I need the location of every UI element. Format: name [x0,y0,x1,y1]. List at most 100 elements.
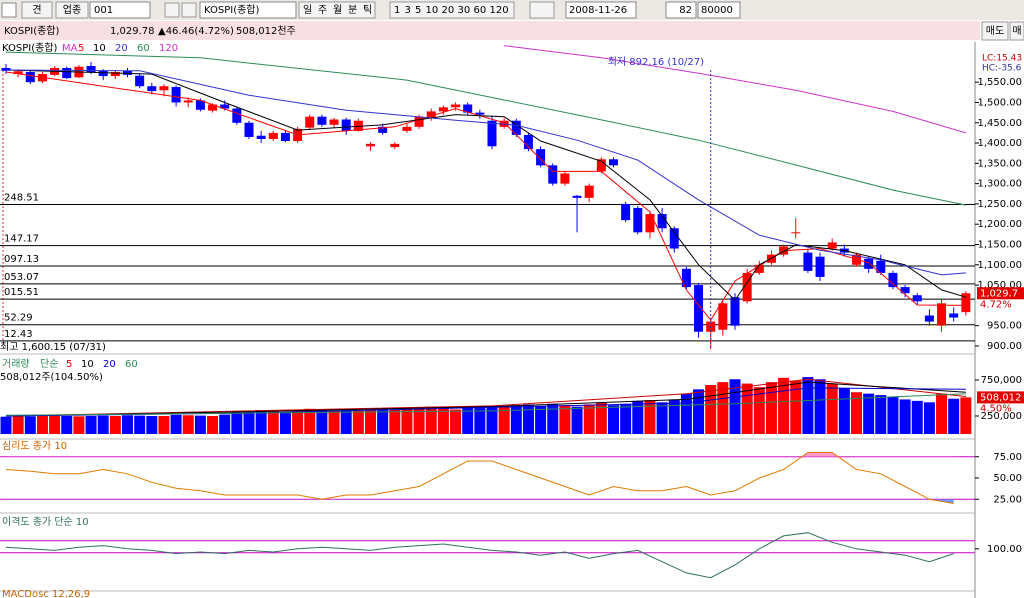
candle-body [609,159,618,166]
volume-bar [49,415,61,434]
candle-body [815,256,825,277]
candle-body [378,126,388,133]
y-tick-label: 25.00 [993,494,1022,505]
indicator-line [5,452,954,504]
interval-button[interactable]: 60 [474,5,487,16]
interval-button[interactable]: 10 [426,5,439,16]
ma-line [5,393,966,416]
code-input[interactable] [89,1,151,19]
volume-bar [231,412,243,434]
button[interactable] [21,1,53,19]
volume-bar [158,415,170,434]
candle-body [256,135,266,139]
candle-body [110,72,120,77]
volume-title: 거래량 [2,358,30,370]
search-icon[interactable] [164,2,180,18]
period-button[interactable]: 일 [303,4,312,16]
spinner[interactable] [529,1,555,19]
candle-body [888,272,898,288]
link-icon[interactable] [181,2,197,18]
candle-body [159,86,169,91]
current-value-label: 1,029.7 [980,288,1018,299]
candle-body [451,104,461,108]
interval-button[interactable]: 30 [458,5,471,16]
change-label: 4.50% [980,403,1012,414]
candle-body [475,112,485,115]
volume-bar [790,380,802,434]
sell-button[interactable] [981,21,1009,41]
candle-body [244,122,254,137]
volume-bar [668,399,680,434]
candle-body [208,104,218,111]
volume-subtitle: 508,012주(104.50%) [0,372,103,383]
volume-bar [498,406,510,434]
period-button[interactable]: 주 [318,5,327,16]
y-tick-label: 100.00 [987,544,1022,555]
volume-bar [401,408,413,434]
level-label: 12.43 [4,329,33,340]
volume-bar [61,415,73,434]
volume-bar [219,414,231,434]
candle-body [560,173,570,184]
macd-title: MACDosc 12,26,9 [2,589,90,598]
candle-body [195,100,205,110]
buy-button[interactable] [1009,21,1024,41]
y-tick-label: 1,050.00 [977,280,1022,291]
name-input[interactable] [199,1,297,19]
period-button[interactable]: 분 [348,4,357,16]
volume-bar [255,410,267,434]
y-tick-label: 75.00 [993,452,1022,463]
interval-button[interactable]: 120 [490,5,509,16]
volume-bar [304,408,316,434]
candle-body [694,285,704,332]
volume-bar [608,405,619,434]
volume-bar [656,402,668,434]
interval-button[interactable]: 1 [394,5,400,16]
volume-bar [948,398,960,434]
lc-value: LC:15.43 [982,54,1022,64]
volume-bar [194,415,206,434]
candle-body [924,315,934,322]
candle-body [657,214,667,229]
volume-bar [899,399,911,434]
ma-line [504,45,967,134]
current-value-box [977,287,1024,300]
psych-title: 심리도 종가 10 [2,440,67,452]
legend-entry: 20 [103,359,116,370]
volume-bar [24,416,36,434]
candle-body [13,71,23,75]
period-button[interactable]: 틱 [363,4,372,16]
volume-bar [680,393,692,434]
volume-bar [12,415,24,434]
candle-body [742,272,752,302]
info-price: 1,029.78 [110,26,155,37]
volume-bar [267,410,279,434]
menu-icon[interactable] [1,2,17,18]
interval-button[interactable]: 3 [405,5,411,16]
volume-bar [85,415,97,434]
volume-bar [729,379,741,434]
candle-body [949,313,959,318]
amount-input[interactable] [697,1,741,19]
date-input[interactable] [565,1,637,19]
interval-button[interactable]: 5 [415,5,421,16]
button[interactable] [55,1,89,19]
candle-body [402,126,412,131]
y-tick-label: 1,150.00 [977,239,1022,250]
name-value: KOSPI(종합) [204,4,260,16]
candle-body [426,111,436,118]
volume-bar [413,409,425,434]
low-label: 최저 892.16 (10/27) [608,56,704,68]
volume-bar [97,415,109,434]
candle-body [876,260,886,273]
count-input[interactable] [665,1,697,19]
candle-body [329,119,339,125]
level-label: 097.13 [4,254,39,265]
interval-button[interactable]: 20 [442,5,455,16]
candle-body [791,232,801,234]
disparity-title: 이격도 종가 단순 10 [2,515,89,528]
period-button[interactable]: 월 [333,4,342,16]
candle-body [317,116,327,125]
volume-bar [802,377,814,434]
